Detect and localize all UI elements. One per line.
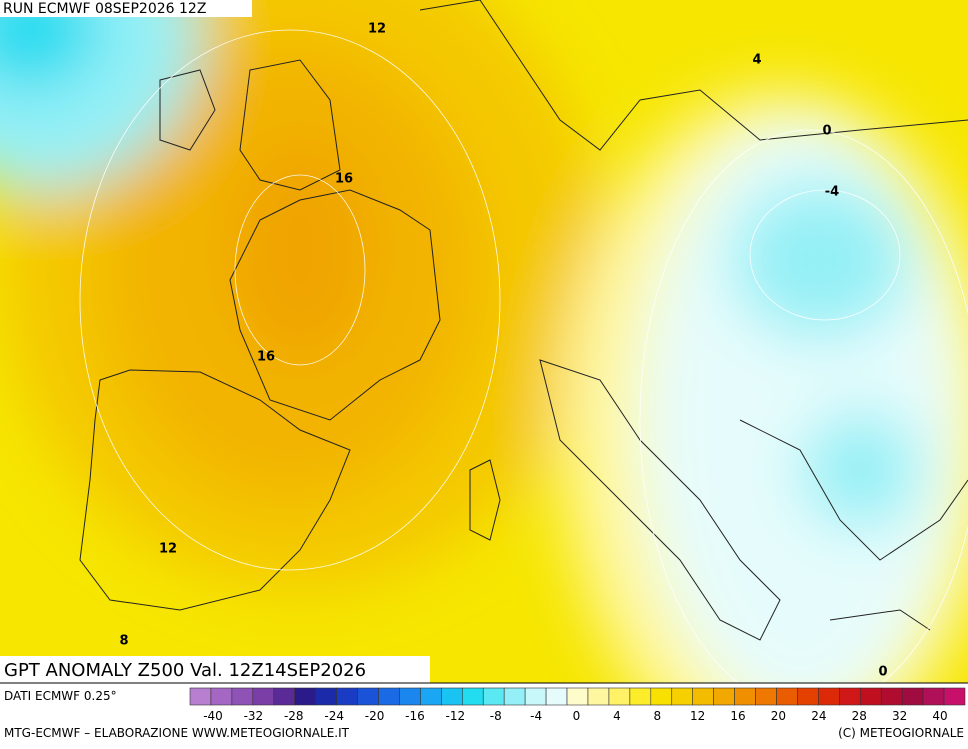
colorbar-label: 40 [932,709,947,723]
colorbar-swatch [922,687,945,706]
colorbar-label: -20 [365,709,385,723]
colorbar-swatch [818,687,840,706]
colorbar-label: 12 [690,709,705,723]
colorbar-label: 28 [852,709,867,723]
colorbar-swatch [420,687,442,706]
colorbar-swatch [378,687,400,706]
colorbar-swatch [608,687,631,706]
contour-label: 16 [257,350,275,365]
colorbar-label: 20 [771,709,786,723]
colorbar-swatch [252,687,275,706]
colorbar-swatch [482,687,505,706]
colorbar-label: 16 [730,709,745,723]
credit: MTG-ECMWF – ELABORAZIONE WWW.METEOGIORNA… [4,726,350,740]
colorbar-swatch [545,687,568,706]
contour-label: -4 [825,185,839,200]
colorbar-swatch [650,687,673,706]
run-label: RUN ECMWF 08SEP2026 12Z [3,1,206,17]
colorbar-swatch [797,687,819,706]
contour-labels: 12 4 0 -4 16 16 12 8 0 [119,22,887,680]
colorbar-label: -40 [203,709,223,723]
colorbar-swatch [189,687,212,706]
colorbar-label: -32 [244,709,264,723]
colorbar-swatch [503,687,526,706]
contour-label: 16 [335,172,353,187]
colorbar-swatch [629,687,652,706]
colorbar-swatch [524,687,547,706]
colorbar-swatch [943,687,966,706]
isolines [79,29,968,683]
colorbar-swatch [692,687,714,706]
colorbar-swatch [441,687,463,706]
contour-label: 12 [368,22,386,37]
colorbar-label: -28 [284,709,304,723]
contour-label: 12 [159,542,177,557]
colorbar-swatch [231,687,254,706]
contour-label: 4 [752,53,761,68]
colorbar-swatch [357,687,379,706]
colorbar-swatch [755,687,777,706]
colorbar-label: -24 [324,709,344,723]
colorbar-label: 4 [613,709,621,723]
colorbar-label: 8 [653,709,661,723]
title-box [0,656,430,683]
contour-label: 8 [119,634,128,649]
colorbar-swatch [566,687,589,706]
colorbar-swatch [587,687,610,706]
map-title: GPT ANOMALY Z500 Val. 12Z14SEP2026 [4,660,366,681]
colorbar-swatch [210,687,233,706]
header-box [0,0,252,17]
colorbar-label: 32 [892,709,907,723]
colorbar-label: -12 [446,709,466,723]
colorbar-swatch [461,687,484,706]
colorbar-swatch [399,687,421,706]
colorbar-swatch [839,687,861,706]
colorbar-label: 0 [573,709,581,723]
colorbar-swatch [713,687,735,706]
contour-label: 0 [878,665,887,680]
coastlines [79,0,968,641]
colorbar-label: -16 [405,709,425,723]
colorbar-swatch [880,687,903,706]
colorbar-swatch [294,687,316,706]
colorbar-swatch [734,687,756,706]
colorbar-swatch [336,687,358,706]
colorbar-swatch [273,687,296,706]
contour-label: 0 [822,124,831,139]
colorbar-label: 24 [811,709,826,723]
colorbar-swatch [776,687,798,706]
colorbar-swatch [671,687,694,706]
colorbar-label: -8 [490,709,502,723]
colorbar-swatch [315,687,337,706]
colorbar-label: -4 [530,709,542,723]
colorbar: -40 -32 -28 -24 -20 -16 -12 -8 -4 0 4 8 12 16 20 24 28 32… [189,687,966,723]
copyright: (C) METEOGIORNALE [838,726,964,740]
data-source: DATI ECMWF 0.25° [4,689,117,703]
colorbar-swatch [901,687,924,706]
colorbar-swatch [859,687,882,706]
